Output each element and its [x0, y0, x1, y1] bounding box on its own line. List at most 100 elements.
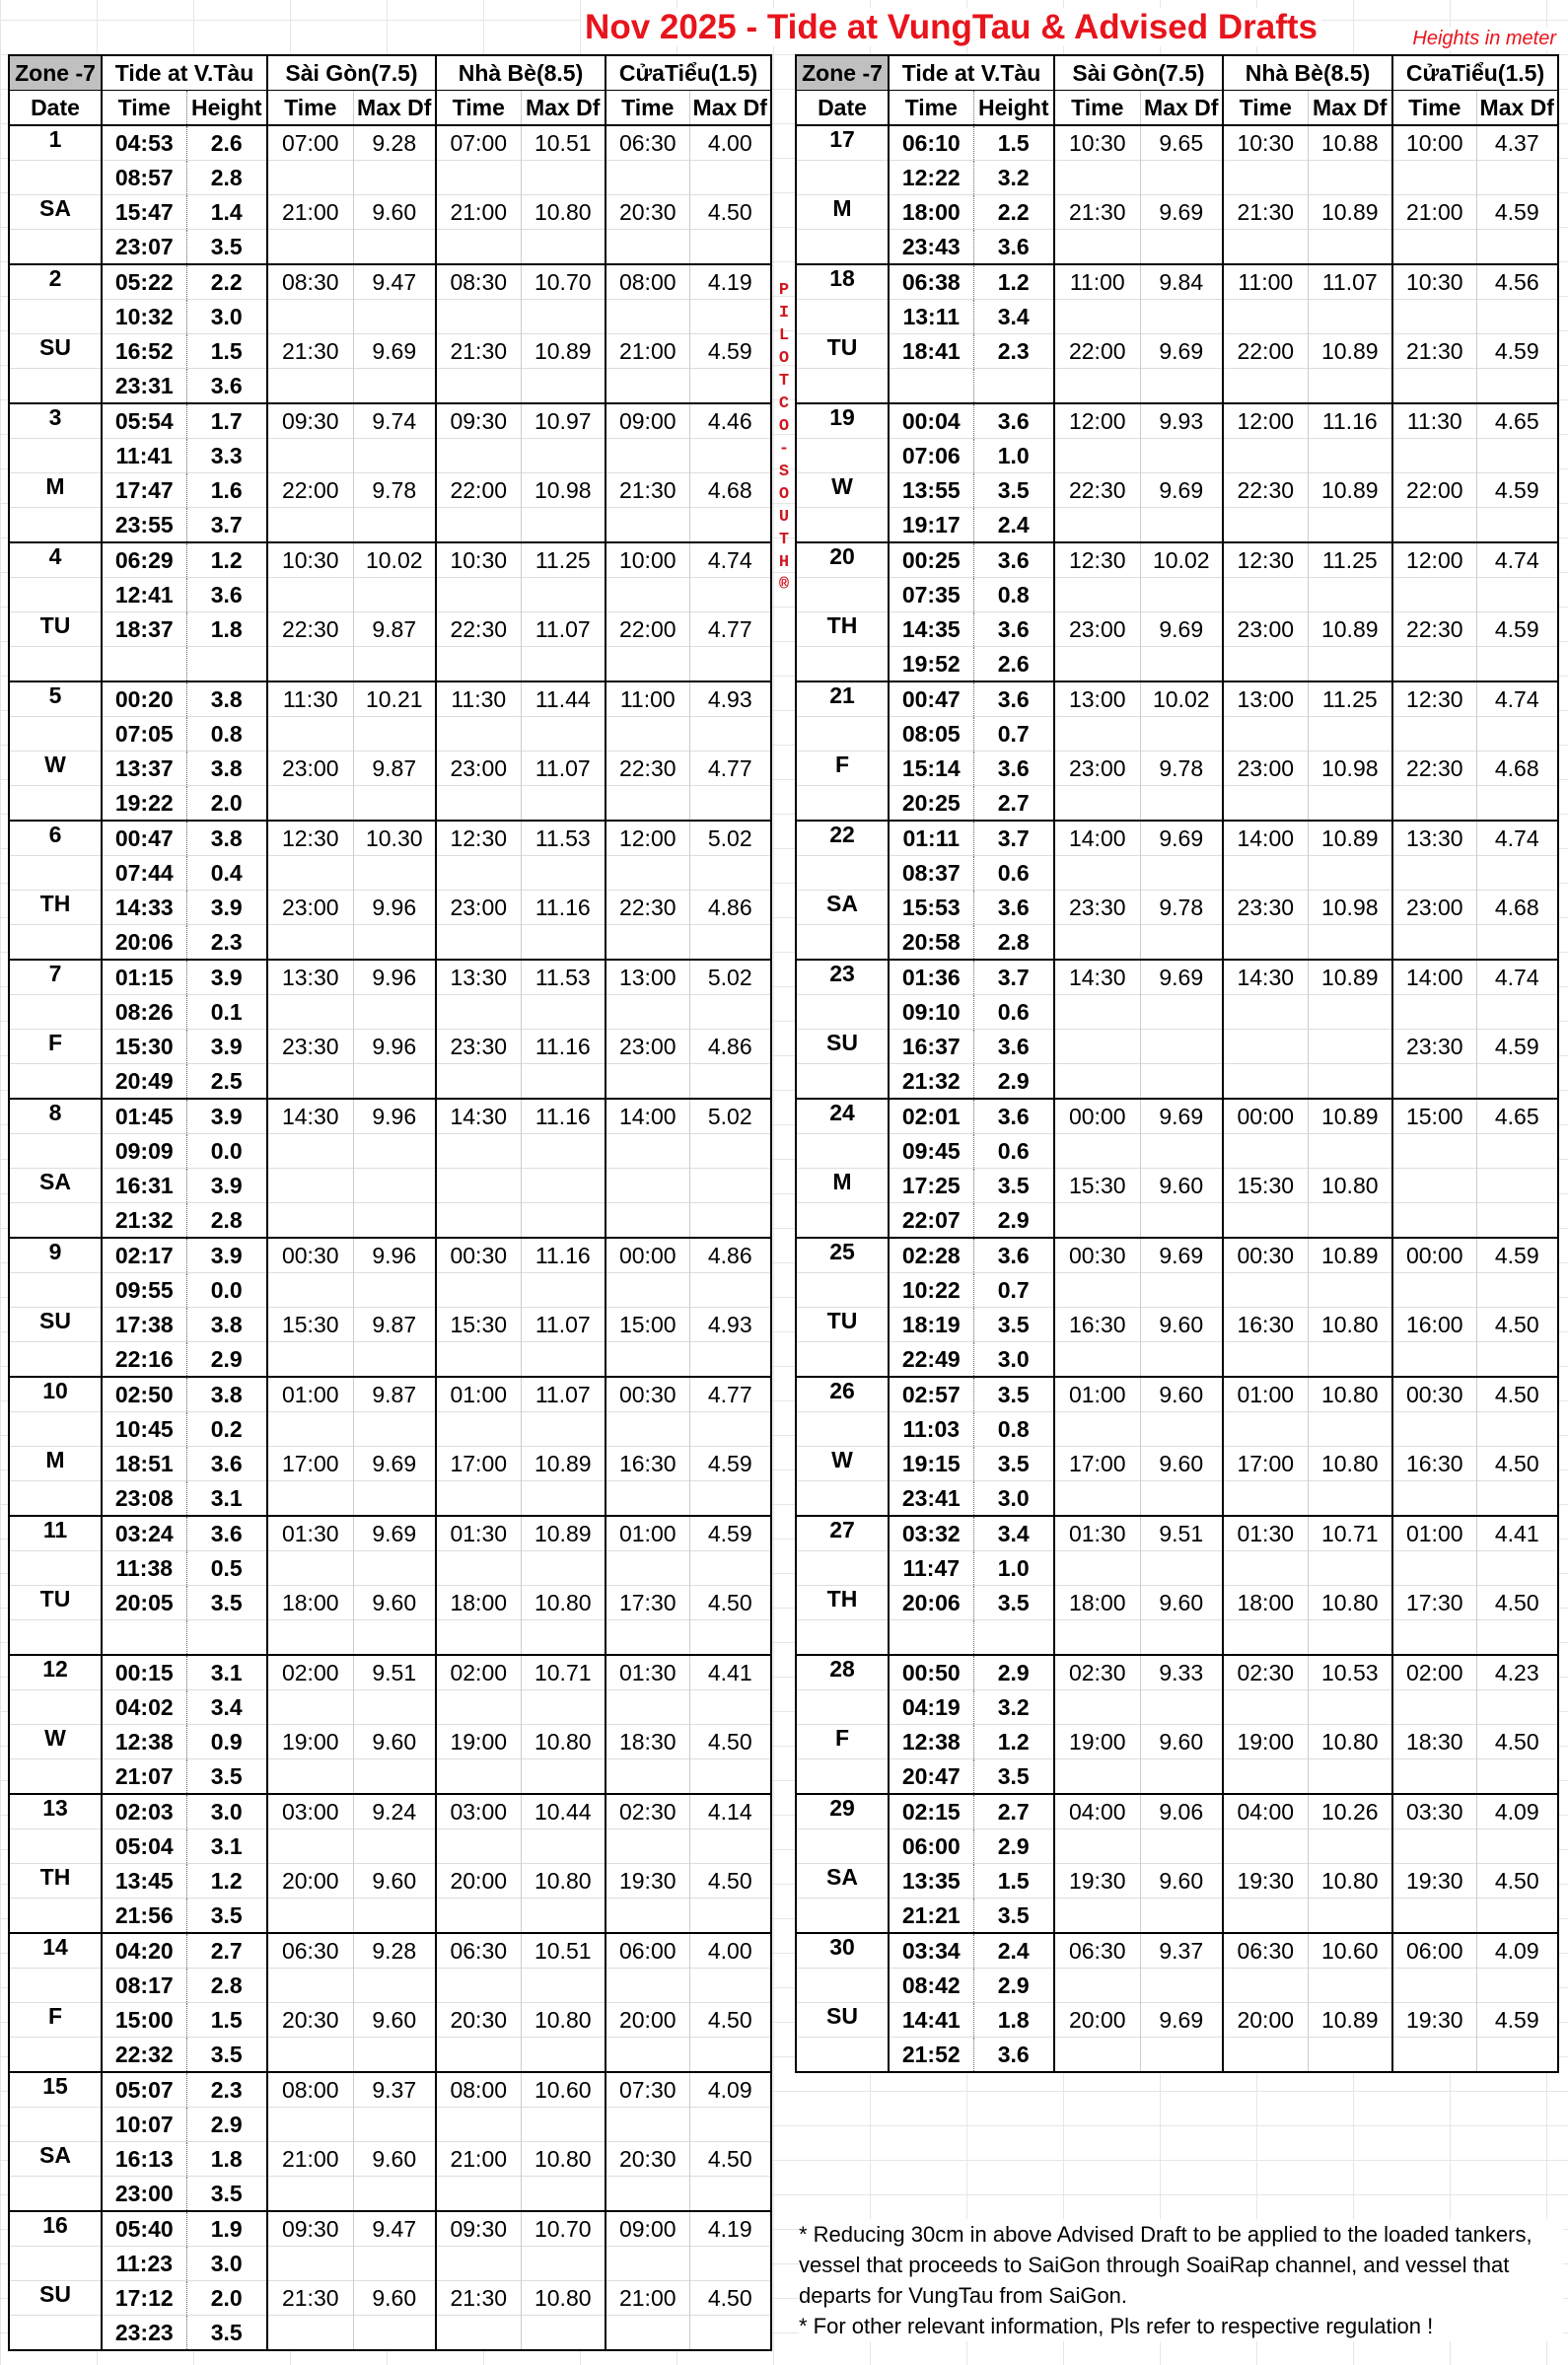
nhabe-maxdf: 10.89: [1307, 611, 1392, 647]
nhabe-time: 22:00: [1222, 333, 1308, 369]
saigon-maxdf: [352, 1828, 436, 1864]
cuatieu-maxdf: [1475, 160, 1558, 195]
cuatieu-time: [605, 507, 689, 542]
weekday-cell: SA: [9, 194, 102, 230]
cuatieu-maxdf: 4.68: [1475, 890, 1558, 925]
cuatieu-maxdf: [688, 299, 771, 334]
nhabe-time: [1222, 1411, 1308, 1447]
cuatieu-maxdf: [1475, 438, 1558, 473]
cuatieu-time: 16:30: [605, 1446, 689, 1481]
saigon-time: 21:00: [266, 194, 353, 230]
saigon-maxdf: 9.69: [1139, 472, 1223, 508]
cuatieu-time: [605, 1968, 689, 2003]
tide-height: 2.0: [185, 2280, 267, 2316]
saigon-maxdf: [352, 438, 436, 473]
tide-time: 18:51: [101, 1446, 186, 1481]
saigon-maxdf: [352, 1758, 436, 1794]
tide-time: 20:25: [888, 785, 973, 821]
tide-height: 2.6: [972, 646, 1054, 681]
nhabe-time: 22:30: [1222, 472, 1308, 508]
cuatieu-maxdf: 4.59: [1475, 472, 1558, 508]
saigon-time: [266, 1133, 353, 1169]
table-row: 23:07 3.5: [9, 229, 771, 264]
tide-height: 3.5: [185, 2315, 267, 2350]
saigon-maxdf: [352, 1133, 436, 1169]
saigon-time: 14:30: [1053, 959, 1140, 995]
date-cell: 3: [9, 402, 102, 439]
saigon-time: [266, 2246, 353, 2281]
table-row: 10:07 2.9: [9, 2107, 771, 2142]
tide-height: 1.6: [185, 472, 267, 508]
cuatieu-time: [1391, 1063, 1476, 1099]
tide-time: 18:00: [888, 194, 973, 230]
tide-height: 3.6: [972, 751, 1054, 786]
tide-height: 0.7: [972, 716, 1054, 752]
empty-cell: [796, 1480, 889, 1516]
tide-height: 1.8: [185, 611, 267, 647]
nhabe-maxdf: [1307, 1063, 1392, 1099]
nhabe-time: [435, 855, 521, 891]
cuatieu-maxdf: 4.50: [688, 2141, 771, 2177]
nhabe-maxdf: 11.44: [520, 681, 606, 717]
nhabe-time: 23:00: [1222, 611, 1308, 647]
tide-time: 22:32: [101, 2037, 186, 2072]
tide-time: 02:50: [101, 1376, 186, 1412]
tide-time: 11:47: [888, 1550, 973, 1586]
nhabe-maxdf: [1307, 716, 1392, 752]
nhabe-time: 09:30: [435, 402, 521, 439]
tide-time: 14:33: [101, 890, 186, 925]
cuatieu-time: 18:30: [1391, 1724, 1476, 1759]
nhabe-time: [435, 1968, 521, 2003]
saigon-time: 15:30: [1053, 1168, 1140, 1203]
side-label-letter: P: [778, 281, 790, 300]
nhabe-maxdf: 10.89: [1307, 1237, 1392, 1273]
saigon-time: [266, 1341, 353, 1377]
table-row: 13:11 3.4: [796, 299, 1558, 334]
tide-height: 0.6: [972, 855, 1054, 891]
saigon-time: [1053, 1411, 1140, 1447]
nhabe-maxdf: [1307, 1029, 1392, 1064]
empty-cell: [796, 994, 889, 1030]
date-cell: 4: [9, 541, 102, 578]
weekday-cell: F: [796, 1724, 889, 1759]
tide-time: 17:38: [101, 1307, 186, 1342]
saigon-maxdf: [1139, 577, 1223, 612]
cuatieu-maxdf: 4.77: [688, 751, 771, 786]
tide-time: 02:03: [101, 1793, 186, 1829]
nhabe-time: 23:00: [435, 890, 521, 925]
table-row: 21:56 3.5: [9, 1898, 771, 1933]
nhabe-maxdf: [1307, 1619, 1392, 1655]
side-label-letter: C: [778, 394, 790, 413]
saigon-time: 09:30: [266, 2210, 353, 2247]
nhabe-time: [1222, 785, 1308, 821]
table-row: 07:44 0.4: [9, 855, 771, 891]
nhabe-maxdf: [520, 1202, 606, 1238]
tide-height: 3.6: [972, 541, 1054, 578]
cuatieu-maxdf: 4.19: [688, 2210, 771, 2247]
saigon-maxdf: [352, 2315, 436, 2350]
tide-time: 13:11: [888, 299, 973, 334]
nhabe-time: [435, 1202, 521, 1238]
cuatieu-maxdf: 4.59: [688, 1515, 771, 1551]
saigon-time: 01:00: [1053, 1376, 1140, 1412]
cuatieu-time: 01:30: [605, 1654, 689, 1690]
empty-cell: [9, 1828, 102, 1864]
cuatieu-time: 22:00: [605, 611, 689, 647]
tide-time: 17:25: [888, 1168, 973, 1203]
cuatieu-time: [1391, 1341, 1476, 1377]
cuatieu-maxdf: [688, 716, 771, 752]
cuatieu-maxdf: [1475, 994, 1558, 1030]
nhabe-time: 00:00: [1222, 1098, 1308, 1134]
tide-height: 2.2: [185, 263, 267, 300]
tide-height: 2.4: [972, 1932, 1054, 1969]
empty-cell: [796, 507, 889, 542]
nhabe-maxdf: 10.80: [1307, 1307, 1392, 1342]
empty-cell: [796, 1619, 889, 1655]
saigon-maxdf: 9.60: [352, 1585, 436, 1620]
tide-time: 09:55: [101, 1272, 186, 1308]
tide-time: 08:57: [101, 160, 186, 195]
tide-height: 3.8: [185, 820, 267, 856]
tide-time: 01:11: [888, 820, 973, 856]
cuatieu-time: [605, 229, 689, 264]
nhabe-time: 19:00: [435, 1724, 521, 1759]
